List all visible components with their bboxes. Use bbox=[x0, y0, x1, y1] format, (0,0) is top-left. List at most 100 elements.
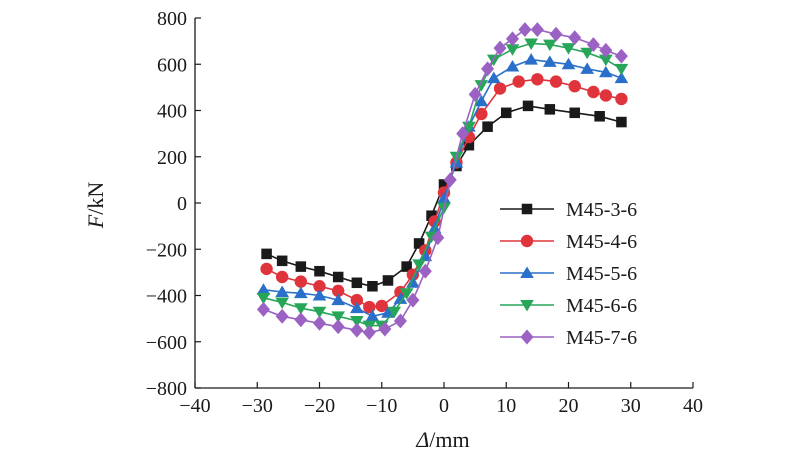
data-point bbox=[500, 107, 512, 119]
data-point bbox=[363, 300, 376, 314]
data-point bbox=[474, 94, 489, 107]
data-point bbox=[493, 40, 507, 56]
legend-marker bbox=[520, 234, 534, 248]
data-point bbox=[580, 47, 594, 60]
series-M45-3-6 bbox=[261, 100, 627, 292]
data-point bbox=[382, 275, 394, 286]
data-point bbox=[332, 271, 344, 283]
data-point bbox=[426, 210, 437, 221]
data-point bbox=[438, 179, 450, 190]
legend-item: M45-7-6 bbox=[500, 327, 637, 349]
x-tick-label: 30 bbox=[621, 395, 641, 417]
data-point bbox=[350, 301, 364, 314]
data-point bbox=[468, 86, 482, 102]
x-axis-label-symbol: Δ bbox=[415, 427, 429, 452]
data-point bbox=[401, 261, 412, 272]
series-M45-5-6 bbox=[256, 53, 629, 322]
data-point bbox=[486, 71, 501, 84]
data-point bbox=[531, 73, 544, 86]
data-point bbox=[313, 280, 326, 293]
legend-marker bbox=[520, 266, 534, 278]
data-point bbox=[616, 116, 627, 128]
data-point bbox=[493, 82, 507, 95]
data-point bbox=[474, 80, 489, 92]
data-point bbox=[561, 43, 576, 55]
data-point bbox=[350, 322, 364, 338]
data-point bbox=[512, 75, 525, 88]
data-point bbox=[614, 71, 629, 84]
data-point bbox=[412, 259, 426, 271]
y-axis-label-unit: /kN bbox=[83, 182, 108, 215]
data-point bbox=[399, 288, 414, 300]
data-point bbox=[362, 325, 376, 340]
y-tick-label: 200 bbox=[157, 147, 187, 169]
x-axis-label-unit: /mm bbox=[429, 427, 469, 452]
data-point bbox=[463, 139, 475, 151]
data-point bbox=[614, 48, 628, 64]
x-tick-label: −40 bbox=[179, 395, 210, 417]
x-tick-label: 10 bbox=[496, 395, 516, 417]
x-tick-label: 20 bbox=[559, 395, 579, 417]
legend-label: M45-7-6 bbox=[566, 327, 637, 349]
series-M45-4-6 bbox=[260, 73, 628, 314]
legend-label: M45-4-6 bbox=[566, 231, 637, 253]
data-point bbox=[294, 275, 308, 288]
data-point bbox=[393, 313, 407, 329]
x-tick-label: 0 bbox=[439, 395, 449, 417]
data-point bbox=[261, 248, 272, 260]
data-point bbox=[530, 22, 544, 38]
legend: M45-3-6 M45-4-6 M45-5-6 M45-6-6 M45-7-6 bbox=[500, 199, 637, 349]
series-M45-7-6 bbox=[256, 22, 628, 340]
y-tick-label: −200 bbox=[146, 239, 187, 261]
legend-label: M45-6-6 bbox=[566, 295, 637, 317]
data-point bbox=[443, 172, 457, 188]
data-point bbox=[482, 121, 493, 132]
data-point bbox=[505, 31, 519, 47]
data-point bbox=[599, 54, 613, 67]
data-point bbox=[568, 80, 581, 93]
data-point bbox=[413, 238, 425, 249]
data-point bbox=[256, 301, 270, 317]
data-point bbox=[587, 85, 600, 99]
data-point bbox=[294, 286, 308, 299]
data-point bbox=[365, 309, 380, 322]
data-point bbox=[275, 308, 289, 324]
data-point bbox=[350, 315, 364, 328]
data-point bbox=[586, 37, 600, 53]
x-tick-label: −30 bbox=[242, 395, 273, 417]
legend-marker bbox=[520, 329, 534, 345]
data-point bbox=[312, 315, 327, 331]
data-point bbox=[568, 30, 582, 46]
data-point bbox=[580, 62, 594, 74]
data-point bbox=[350, 293, 364, 307]
data-point bbox=[549, 26, 563, 42]
data-point bbox=[486, 54, 501, 67]
data-point bbox=[456, 126, 470, 142]
x-tick-label: 40 bbox=[683, 395, 703, 417]
y-tick-label: 400 bbox=[157, 101, 187, 123]
data-point bbox=[276, 255, 288, 267]
legend-item: M45-6-6 bbox=[500, 295, 637, 317]
y-tick-label: −600 bbox=[146, 332, 187, 354]
data-point bbox=[543, 55, 557, 67]
data-point bbox=[437, 191, 451, 204]
data-point bbox=[275, 297, 289, 309]
data-point bbox=[256, 283, 271, 295]
data-point bbox=[569, 107, 580, 119]
data-point bbox=[524, 53, 538, 65]
y-axis-label: F/kN bbox=[83, 182, 108, 230]
data-point bbox=[260, 262, 273, 276]
data-point bbox=[524, 38, 538, 50]
x-tick-label: −20 bbox=[304, 395, 335, 417]
y-axis-label-symbol: F bbox=[83, 214, 108, 229]
data-point bbox=[522, 100, 534, 112]
data-point bbox=[378, 321, 392, 337]
data-point bbox=[475, 107, 488, 121]
data-point bbox=[331, 319, 345, 335]
data-point bbox=[544, 104, 556, 115]
y-tick-label: −800 bbox=[146, 378, 187, 400]
data-point bbox=[275, 270, 289, 284]
data-point bbox=[505, 44, 520, 56]
